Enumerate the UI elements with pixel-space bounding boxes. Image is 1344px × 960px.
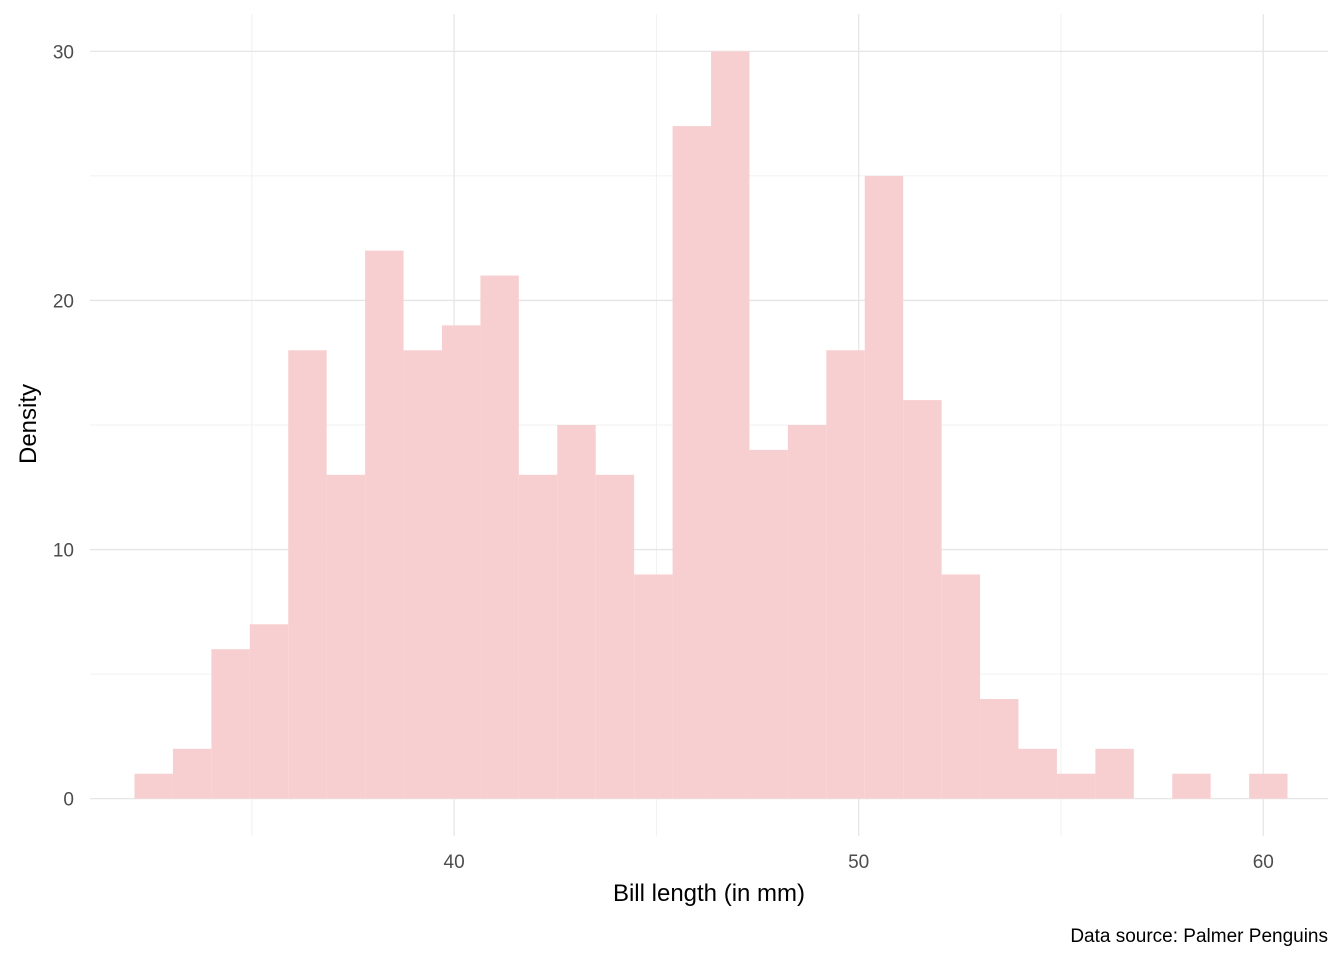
histogram-bar bbox=[864, 175, 904, 799]
histogram-bar bbox=[134, 773, 173, 799]
histogram-bar bbox=[941, 574, 981, 799]
histogram-bar bbox=[172, 748, 212, 799]
histogram-bar bbox=[1172, 773, 1211, 799]
histogram-bars bbox=[134, 51, 1288, 799]
histogram-bar bbox=[980, 699, 1019, 799]
x-axis-tick-labels: 40 50 60 bbox=[444, 852, 1274, 873]
histogram-bar bbox=[1018, 748, 1057, 799]
histogram-bar bbox=[288, 350, 327, 799]
histogram-bar bbox=[480, 275, 519, 799]
y-tick-label: 20 bbox=[53, 291, 74, 312]
y-axis-title: Density bbox=[15, 384, 42, 464]
histogram-bar bbox=[749, 449, 788, 799]
y-tick-label: 0 bbox=[63, 790, 74, 811]
histogram-bar bbox=[1056, 773, 1096, 799]
histogram-bar bbox=[1249, 773, 1288, 799]
x-tick-label: 60 bbox=[1253, 852, 1274, 873]
histogram-bar bbox=[249, 624, 289, 799]
histogram-bar bbox=[557, 425, 596, 799]
histogram-bar bbox=[672, 126, 712, 799]
histogram-bar bbox=[711, 51, 750, 799]
histogram-bar bbox=[518, 474, 558, 799]
histogram-bar bbox=[403, 350, 442, 799]
histogram-bar bbox=[634, 574, 673, 799]
y-tick-label: 10 bbox=[53, 541, 74, 562]
histogram-bar bbox=[826, 350, 865, 799]
x-axis-title: Bill length (in mm) bbox=[613, 880, 805, 907]
y-tick-label: 30 bbox=[53, 42, 74, 63]
histogram-bar bbox=[326, 474, 366, 799]
histogram-bar bbox=[441, 325, 481, 799]
data-source-caption: Data source: Palmer Penguins bbox=[1070, 926, 1328, 947]
histogram-bar bbox=[365, 250, 404, 799]
histogram-bar bbox=[595, 474, 635, 799]
histogram-bar bbox=[1095, 748, 1134, 799]
x-tick-label: 40 bbox=[444, 852, 465, 873]
histogram-bar bbox=[787, 425, 827, 799]
histogram-bar bbox=[211, 649, 250, 799]
y-axis-tick-labels: 0 10 20 30 bbox=[53, 42, 74, 810]
histogram-bar bbox=[903, 400, 942, 799]
x-tick-label: 50 bbox=[848, 852, 869, 873]
